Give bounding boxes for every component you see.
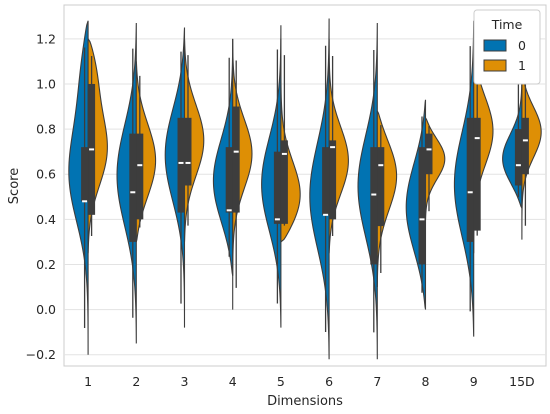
- x-tick-label: 2: [132, 374, 140, 389]
- iqr-box: [521, 117, 529, 175]
- x-tick-labels: 1 2 3 4 5 6 7 8 9 15D: [84, 374, 535, 389]
- legend-swatch-0: [483, 39, 507, 52]
- iqr-box: [81, 147, 89, 202]
- iqr-box: [184, 117, 192, 186]
- iqr-box: [466, 117, 474, 242]
- x-tick-label: 4: [229, 374, 237, 389]
- violin-0-1: [68, 20, 89, 355]
- y-tick-label: 0.6: [36, 167, 56, 182]
- x-tick-label: 9: [470, 374, 478, 389]
- legend-label-1: 1: [518, 58, 526, 73]
- iqr-box: [514, 129, 522, 186]
- iqr-box: [273, 151, 281, 224]
- x-tick-label: 8: [422, 374, 430, 389]
- x-tick-label: 5: [277, 374, 285, 389]
- iqr-box: [473, 117, 481, 231]
- y-tick-label: 0.0: [36, 302, 56, 317]
- legend-title: Time: [491, 17, 523, 32]
- legend-swatch-1: [483, 59, 507, 72]
- iqr-box: [232, 106, 240, 213]
- y-tick-labels: −0.2 0.0 0.2 0.4 0.6 0.8 1.0 1.2: [26, 31, 56, 362]
- iqr-box: [225, 147, 233, 213]
- legend: Time 0 1: [473, 9, 541, 85]
- y-tick-label: 0.4: [36, 212, 56, 227]
- boxes: [81, 45, 529, 333]
- y-tick-label: 0.2: [36, 257, 56, 272]
- y-axis-label: Score: [7, 168, 22, 204]
- violin-0-5: [261, 25, 282, 328]
- violin-0-4: [212, 38, 234, 276]
- iqr-box: [418, 147, 426, 265]
- iqr-box: [322, 147, 330, 215]
- legend-label-0: 0: [518, 38, 526, 53]
- x-tick-label: 7: [373, 374, 381, 389]
- violin-0-7: [357, 23, 378, 360]
- y-tick-label: −0.2: [26, 347, 56, 362]
- violin-1-4: [232, 38, 253, 310]
- x-axis-label: Dimensions: [267, 394, 343, 409]
- violin-0-6: [309, 18, 330, 360]
- iqr-box: [370, 147, 378, 265]
- iqr-box: [129, 133, 137, 242]
- y-tick-label: 1.0: [36, 76, 56, 91]
- iqr-box: [377, 147, 385, 227]
- y-tick-label: 1.2: [36, 31, 56, 46]
- x-tick-label: 1: [84, 374, 92, 389]
- iqr-box: [177, 117, 185, 213]
- x-tick-label: 3: [181, 374, 189, 389]
- iqr-box: [136, 133, 144, 220]
- violin-1-15D: [521, 65, 542, 240]
- iqr-box: [280, 140, 288, 224]
- x-tick-label: 6: [325, 374, 333, 389]
- y-tick-label: 0.8: [36, 122, 56, 137]
- iqr-box: [329, 140, 337, 220]
- iqr-box: [425, 133, 433, 175]
- violin-0-2: [116, 23, 137, 344]
- x-tick-label: 15D: [509, 374, 535, 389]
